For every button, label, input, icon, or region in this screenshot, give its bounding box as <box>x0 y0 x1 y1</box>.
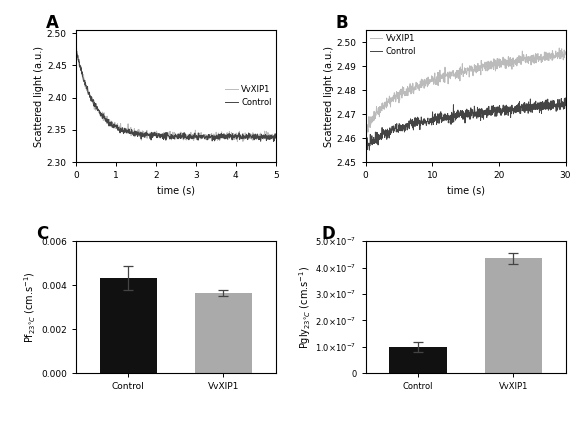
VvXIP1 <box>188 134 195 139</box>
Control <box>448 115 455 121</box>
VvXIP1 <box>556 45 563 51</box>
Line: Control: Control <box>76 47 276 142</box>
Line: VvXIP1: VvXIP1 <box>76 46 276 142</box>
X-axis label: time (s): time (s) <box>447 186 484 196</box>
Control <box>188 134 195 139</box>
Y-axis label: Scattered light (a.u.): Scattered light (a.u.) <box>324 45 334 147</box>
VvXIP1 <box>272 134 279 139</box>
Control <box>244 137 251 142</box>
Bar <box>195 293 252 373</box>
Bar <box>484 258 542 373</box>
VvXIP1 <box>448 70 455 76</box>
VvXIP1 <box>72 44 79 49</box>
Bar <box>389 347 447 373</box>
Legend: VvXIP1, Control: VvXIP1, Control <box>370 34 416 56</box>
Control <box>72 44 79 49</box>
Control <box>562 103 569 108</box>
Control <box>194 136 201 142</box>
VvXIP1 <box>505 58 512 63</box>
Control <box>562 95 569 100</box>
VvXIP1 <box>245 133 252 138</box>
Y-axis label: Pf$_{23°C}$ (cm.s$^{-1}$): Pf$_{23°C}$ (cm.s$^{-1}$) <box>23 271 38 343</box>
X-axis label: time (s): time (s) <box>157 186 195 196</box>
Control <box>505 113 512 118</box>
Control <box>384 131 391 136</box>
Y-axis label: Scattered light (a.u.): Scattered light (a.u.) <box>34 45 44 147</box>
Control <box>362 143 369 148</box>
Legend: VvXIP1, Control: VvXIP1, Control <box>225 85 272 107</box>
Control <box>199 133 206 139</box>
VvXIP1 <box>199 135 206 140</box>
Text: B: B <box>336 14 348 32</box>
Line: Control: Control <box>366 98 566 150</box>
VvXIP1 <box>224 135 231 140</box>
VvXIP1 <box>194 136 201 142</box>
Control <box>270 139 277 144</box>
Control <box>366 148 373 153</box>
Control <box>535 103 542 109</box>
Text: D: D <box>322 225 335 243</box>
Line: VvXIP1: VvXIP1 <box>366 48 566 134</box>
VvXIP1 <box>513 57 520 62</box>
VvXIP1 <box>362 131 369 136</box>
VvXIP1 <box>535 59 542 64</box>
VvXIP1 <box>85 92 92 97</box>
Control <box>224 136 231 142</box>
Control <box>513 103 520 108</box>
Control <box>85 90 92 95</box>
VvXIP1 <box>384 100 391 105</box>
VvXIP1 <box>415 82 422 87</box>
VvXIP1 <box>562 51 569 56</box>
Control <box>272 136 279 141</box>
VvXIP1 <box>363 131 370 136</box>
Bar <box>100 278 157 373</box>
Y-axis label: Pgly$_{23°C}$ (cm.s$^{-1}$): Pgly$_{23°C}$ (cm.s$^{-1}$) <box>297 266 312 349</box>
Text: C: C <box>36 225 48 243</box>
Control <box>415 122 422 127</box>
VvXIP1 <box>234 139 241 144</box>
Text: A: A <box>46 14 59 32</box>
